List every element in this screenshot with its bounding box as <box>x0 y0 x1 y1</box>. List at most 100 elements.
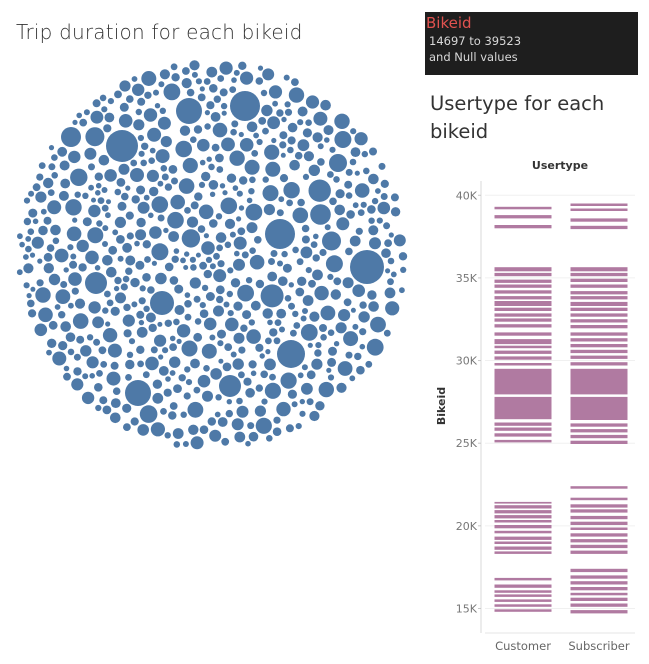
bubble-377[interactable] <box>315 401 325 411</box>
bubble-703[interactable] <box>52 351 67 366</box>
bubble-481[interactable] <box>130 277 140 288</box>
bubble-108[interactable] <box>201 171 211 182</box>
bubble-7[interactable] <box>61 127 81 147</box>
bubble-99[interactable] <box>198 204 214 220</box>
bubble-342[interactable] <box>126 351 134 358</box>
bubble-182[interactable] <box>189 277 201 289</box>
bubble-184[interactable] <box>88 163 95 171</box>
bubble-333[interactable] <box>119 80 131 92</box>
bubble-285[interactable] <box>170 194 185 210</box>
bubble-500[interactable] <box>259 353 265 359</box>
bubble-300[interactable] <box>46 349 52 356</box>
bubble-315[interactable] <box>238 346 246 354</box>
bubble-697[interactable] <box>170 63 178 71</box>
bubble-136[interactable] <box>336 217 350 231</box>
bubble-235[interactable] <box>216 295 224 304</box>
bubble-514[interactable] <box>144 256 151 263</box>
bubble-399[interactable] <box>164 262 174 272</box>
bubble-486[interactable] <box>268 85 283 99</box>
bubble-674[interactable] <box>157 214 165 222</box>
bubble-75[interactable] <box>245 203 263 221</box>
bubble-163[interactable] <box>147 127 162 142</box>
bar-subscriber-39[interactable] <box>570 278 628 282</box>
bubble-402[interactable] <box>231 77 237 83</box>
bubble-378[interactable] <box>201 284 209 292</box>
bubble-104[interactable] <box>184 366 191 373</box>
bubble-169[interactable] <box>330 289 341 300</box>
bubble-107[interactable] <box>292 207 309 224</box>
bubble-353[interactable] <box>262 127 269 135</box>
bubble-48[interactable] <box>313 111 328 126</box>
bubble-466[interactable] <box>246 197 253 204</box>
bubble-127[interactable] <box>327 171 334 178</box>
bar-subscriber-9[interactable] <box>570 544 628 549</box>
bubble-77[interactable] <box>297 106 308 117</box>
bubble-221[interactable] <box>317 158 325 166</box>
bubble-222[interactable] <box>233 258 245 271</box>
bubble-691[interactable] <box>163 388 172 397</box>
bubble-380[interactable] <box>354 132 368 146</box>
bar-subscriber-45[interactable] <box>570 203 628 207</box>
bar-customer-14[interactable] <box>494 515 552 519</box>
bubble-302[interactable] <box>306 370 316 380</box>
bar-customer-21[interactable] <box>494 422 552 426</box>
bubble-552[interactable] <box>132 83 145 96</box>
bubble-438[interactable] <box>92 316 104 329</box>
bar-customer-24[interactable] <box>494 363 552 366</box>
bubble-384[interactable] <box>359 328 367 336</box>
bubble-403[interactable] <box>81 391 95 405</box>
bar-subscriber-36[interactable] <box>570 296 628 300</box>
bubble-257[interactable] <box>139 285 146 292</box>
bubble-617[interactable] <box>184 292 191 298</box>
bubble-204[interactable] <box>229 231 236 238</box>
bar-subscriber-20[interactable] <box>570 434 628 439</box>
bubble-453[interactable] <box>255 343 264 352</box>
bubble-672[interactable] <box>106 299 114 307</box>
bubble-8[interactable] <box>150 291 174 315</box>
bubble-419[interactable] <box>47 200 62 215</box>
bubble-539[interactable] <box>269 328 278 337</box>
bubble-157[interactable] <box>114 276 122 285</box>
bubble-106[interactable] <box>287 136 296 145</box>
bubble-176[interactable] <box>146 169 159 182</box>
bubble-624[interactable] <box>216 244 224 252</box>
bubble-121[interactable] <box>70 168 88 186</box>
bubble-173[interactable] <box>300 246 313 259</box>
bubble-237[interactable] <box>48 145 55 151</box>
bubble-508[interactable] <box>73 353 81 361</box>
bubble-210[interactable] <box>226 173 237 183</box>
bubble-430[interactable] <box>217 417 228 427</box>
bubble-41[interactable] <box>239 138 254 152</box>
bubble-440[interactable] <box>211 143 220 152</box>
bubble-518[interactable] <box>234 431 246 443</box>
bubble-362[interactable] <box>327 273 334 280</box>
bubble-306[interactable] <box>369 147 377 156</box>
bubble-85[interactable] <box>212 122 228 138</box>
bubble-249[interactable] <box>220 197 238 215</box>
bubble-569[interactable] <box>357 209 365 217</box>
bubble-607[interactable] <box>354 170 360 176</box>
bubble-66[interactable] <box>224 241 232 249</box>
bubble-345[interactable] <box>96 370 103 377</box>
bubble-269[interactable] <box>23 263 34 274</box>
bubble-301[interactable] <box>336 382 347 393</box>
bubble-675[interactable] <box>384 239 392 248</box>
bubble-601[interactable] <box>143 194 150 201</box>
bubble-343[interactable] <box>114 90 122 99</box>
bubble-230[interactable] <box>48 163 56 171</box>
bubble-71[interactable] <box>151 196 169 213</box>
bubble-470[interactable] <box>262 176 269 183</box>
bubble-220[interactable] <box>104 290 111 298</box>
bubble-57[interactable] <box>276 308 287 319</box>
bubble-467[interactable] <box>390 193 399 202</box>
bubble-579[interactable] <box>189 60 200 71</box>
bubble-307[interactable] <box>329 146 336 153</box>
bubble-700[interactable] <box>184 251 190 257</box>
bubble-618[interactable] <box>305 119 312 126</box>
bubble-682[interactable] <box>213 95 221 103</box>
bar-subscriber-16[interactable] <box>570 504 628 508</box>
bubble-621[interactable] <box>168 165 178 174</box>
bubble-144[interactable] <box>35 287 51 303</box>
bubble-597[interactable] <box>173 441 181 448</box>
bubble-282[interactable] <box>360 201 367 208</box>
